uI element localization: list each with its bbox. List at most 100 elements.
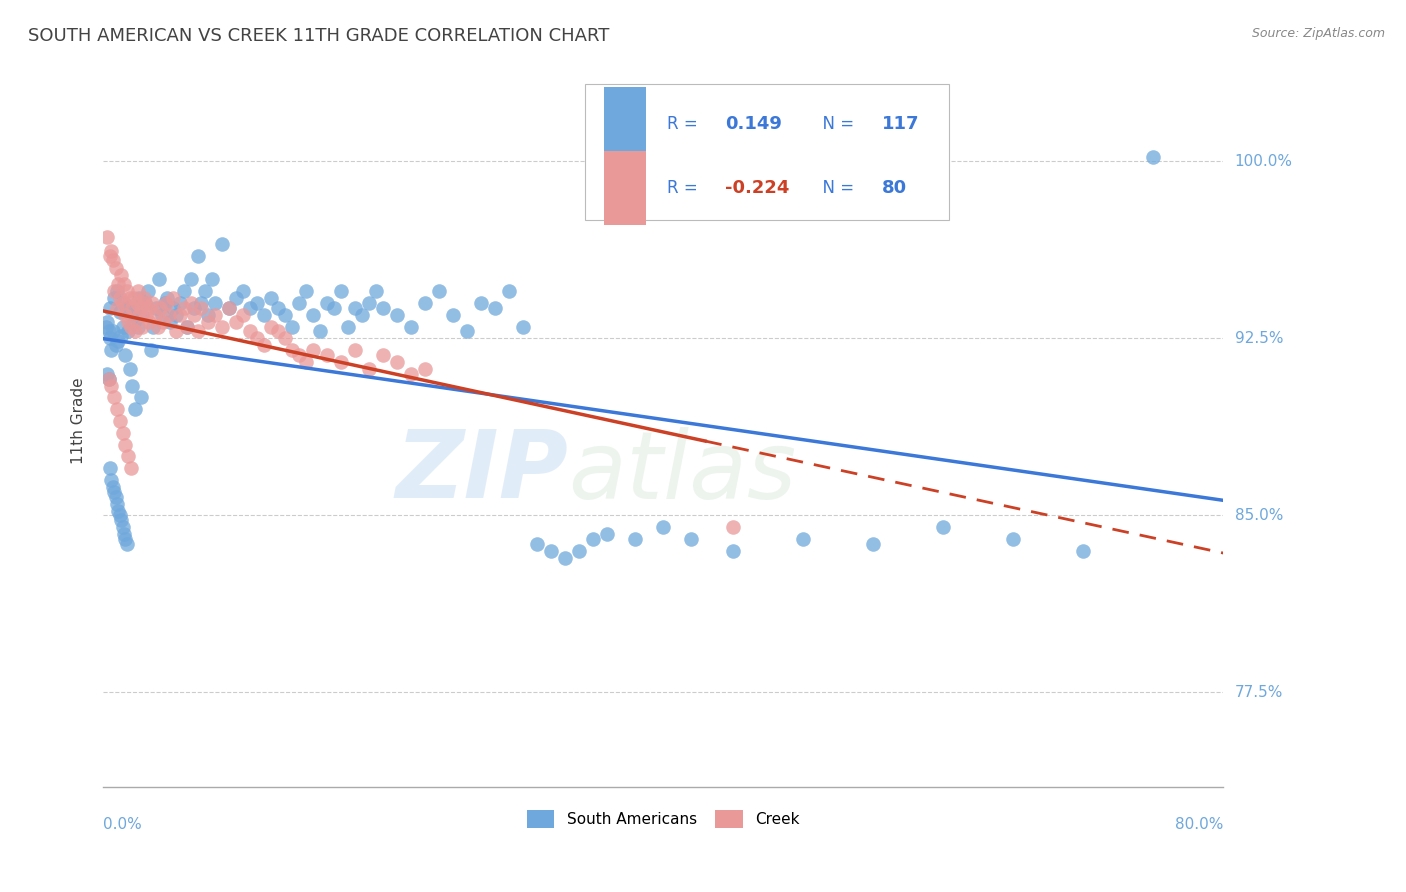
Point <box>225 291 247 305</box>
Point <box>540 544 562 558</box>
Point <box>316 348 339 362</box>
Point <box>124 402 146 417</box>
Point <box>274 308 297 322</box>
Point <box>101 324 124 338</box>
Point <box>498 284 520 298</box>
Point <box>120 319 142 334</box>
Text: R =: R = <box>666 115 707 133</box>
Point <box>114 532 136 546</box>
Point <box>274 331 297 345</box>
Point <box>110 329 132 343</box>
Point <box>132 291 155 305</box>
Point <box>159 315 181 329</box>
Text: 117: 117 <box>882 115 920 133</box>
Point <box>281 343 304 358</box>
Point <box>112 277 135 291</box>
Point <box>105 301 128 315</box>
Point <box>194 284 217 298</box>
Point <box>260 291 283 305</box>
Point <box>125 301 148 315</box>
Point <box>141 296 163 310</box>
Point <box>267 324 290 338</box>
Point <box>187 324 209 338</box>
Text: atlas: atlas <box>568 426 796 517</box>
Point <box>932 520 955 534</box>
Point <box>96 315 118 329</box>
Point <box>302 308 325 322</box>
Point <box>385 355 408 369</box>
Point <box>100 343 122 358</box>
Point <box>136 301 159 315</box>
Point <box>120 461 142 475</box>
Point <box>152 315 174 329</box>
Point <box>211 319 233 334</box>
Point <box>129 391 152 405</box>
Point <box>568 544 591 558</box>
Point <box>218 301 240 315</box>
Point <box>136 284 159 298</box>
Point <box>134 296 156 310</box>
Point <box>135 308 157 322</box>
Point <box>122 315 145 329</box>
Point <box>316 296 339 310</box>
Point <box>197 308 219 322</box>
Point <box>131 308 153 322</box>
Point <box>399 367 422 381</box>
Point <box>103 484 125 499</box>
Point <box>357 296 380 310</box>
Point <box>165 324 187 338</box>
Point <box>681 532 703 546</box>
Point <box>385 308 408 322</box>
Y-axis label: 11th Grade: 11th Grade <box>72 377 86 465</box>
Point <box>302 343 325 358</box>
Point <box>232 284 254 298</box>
Point <box>107 277 129 291</box>
Point <box>165 308 187 322</box>
Point <box>117 315 139 329</box>
Point <box>427 284 450 298</box>
FancyBboxPatch shape <box>603 87 647 161</box>
Point <box>103 391 125 405</box>
Point <box>187 249 209 263</box>
FancyBboxPatch shape <box>585 85 949 219</box>
Point <box>337 319 360 334</box>
Text: 80: 80 <box>882 179 907 197</box>
Point <box>128 291 150 305</box>
Point <box>176 319 198 334</box>
Legend: South Americans, Creek: South Americans, Creek <box>520 805 806 834</box>
Point <box>456 324 478 338</box>
Point <box>364 284 387 298</box>
Point <box>157 308 180 322</box>
Point <box>101 480 124 494</box>
Point <box>94 319 117 334</box>
Text: Source: ZipAtlas.com: Source: ZipAtlas.com <box>1251 27 1385 40</box>
Point <box>173 284 195 298</box>
Point <box>112 296 135 310</box>
Point <box>183 301 205 315</box>
Point <box>721 520 744 534</box>
Point <box>176 319 198 334</box>
Point <box>104 260 127 275</box>
Point <box>142 319 165 334</box>
Point <box>146 319 169 334</box>
Point <box>260 319 283 334</box>
Point <box>253 338 276 352</box>
Point <box>111 520 134 534</box>
Point <box>124 324 146 338</box>
Point <box>239 301 262 315</box>
Point <box>149 301 172 315</box>
Point <box>122 291 145 305</box>
Text: 0.149: 0.149 <box>725 115 782 133</box>
Point <box>131 319 153 334</box>
Point <box>253 308 276 322</box>
Point <box>246 331 269 345</box>
Point <box>169 296 191 310</box>
Point <box>96 367 118 381</box>
Text: N =: N = <box>813 179 859 197</box>
Text: 0.0%: 0.0% <box>103 817 142 832</box>
Text: ZIP: ZIP <box>395 426 568 518</box>
Text: 92.5%: 92.5% <box>1234 331 1284 346</box>
Point <box>100 473 122 487</box>
Point <box>150 308 173 322</box>
Text: SOUTH AMERICAN VS CREEK 11TH GRADE CORRELATION CHART: SOUTH AMERICAN VS CREEK 11TH GRADE CORRE… <box>28 27 609 45</box>
